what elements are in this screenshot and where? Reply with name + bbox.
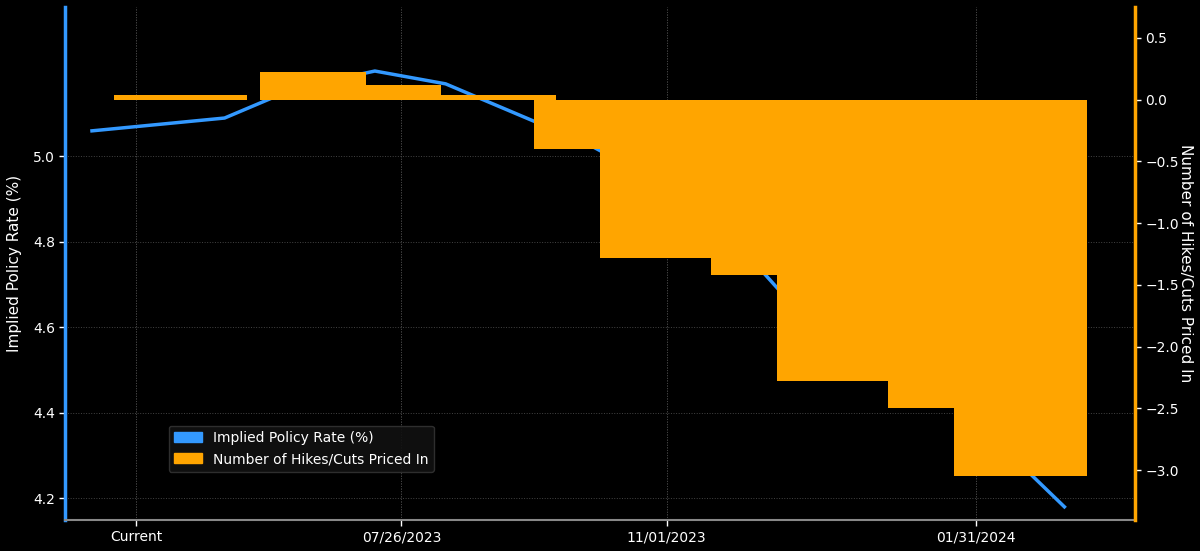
Y-axis label: Implied Policy Rate (%): Implied Policy Rate (%) — [7, 175, 22, 352]
Bar — [260, 72, 366, 100]
Bar — [114, 95, 247, 100]
Bar — [361, 85, 442, 100]
Y-axis label: Number of Hikes/Cuts Priced In: Number of Hikes/Cuts Priced In — [1178, 144, 1193, 382]
Legend: Implied Policy Rate (%), Number of Hikes/Cuts Priced In: Implied Policy Rate (%), Number of Hikes… — [169, 425, 434, 472]
Bar — [534, 100, 623, 149]
Bar — [888, 100, 976, 408]
Bar — [778, 100, 910, 381]
Bar — [710, 100, 799, 275]
Bar — [600, 100, 733, 258]
Bar — [954, 100, 1086, 477]
Bar — [424, 95, 556, 100]
